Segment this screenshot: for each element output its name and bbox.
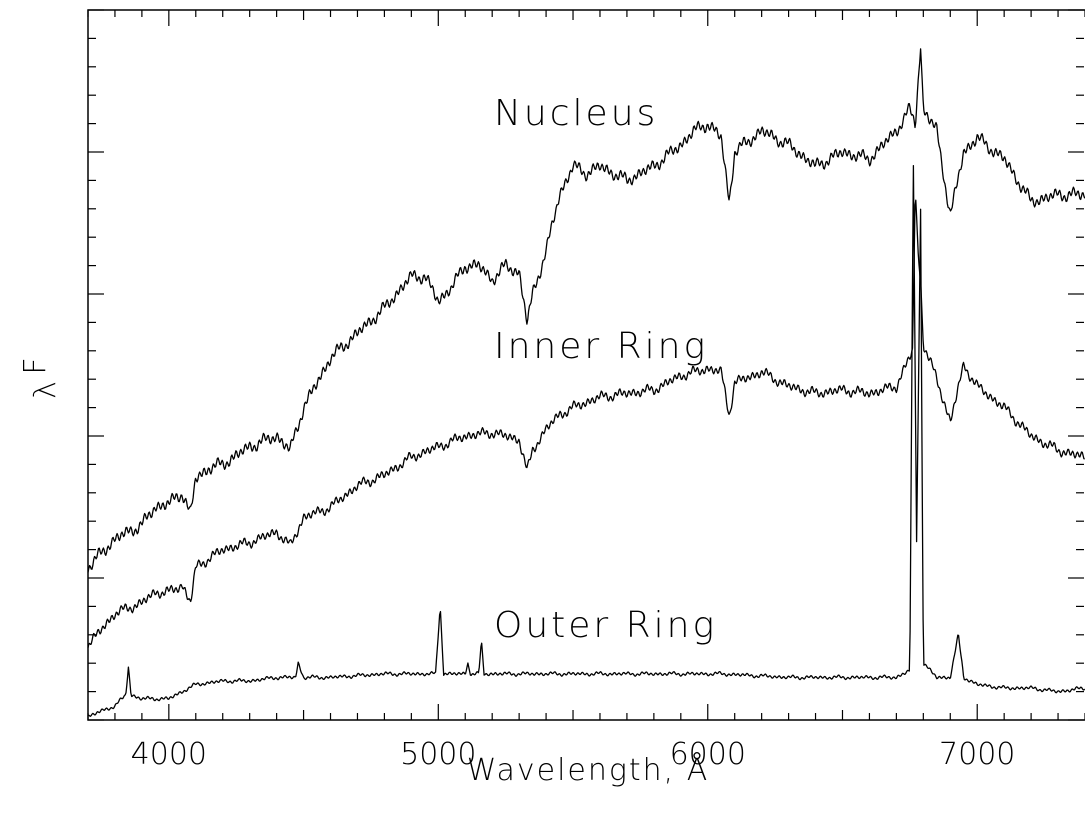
plot-frame: [87, 9, 1085, 721]
series-line-nucleus: [87, 48, 1085, 573]
x-tick-label: 4000: [131, 737, 207, 772]
y-axis-label-main: F: [18, 355, 53, 374]
y-axis-label-subscript: λ: [28, 379, 63, 399]
series-line-inner-ring: [87, 199, 1085, 648]
y-axis-label: F λ: [18, 355, 63, 399]
series-label-outer-ring: Outer Ring: [494, 605, 717, 646]
series-line-outer-ring: [87, 164, 1085, 717]
x-axis-label: Wavelength, Å: [467, 751, 710, 788]
x-tick-label: 5000: [400, 737, 476, 772]
axis-ticks: [87, 9, 1085, 721]
spectra-series: [87, 48, 1085, 717]
x-tick-labels: 4000 5000 6000 7000: [131, 737, 1016, 772]
series-label-inner-ring: Inner Ring: [494, 326, 708, 367]
x-tick-label: 7000: [939, 737, 1015, 772]
series-label-nucleus: Nucleus: [494, 93, 658, 134]
x-tick-label: 6000: [670, 737, 746, 772]
axes-box: [87, 9, 1085, 721]
